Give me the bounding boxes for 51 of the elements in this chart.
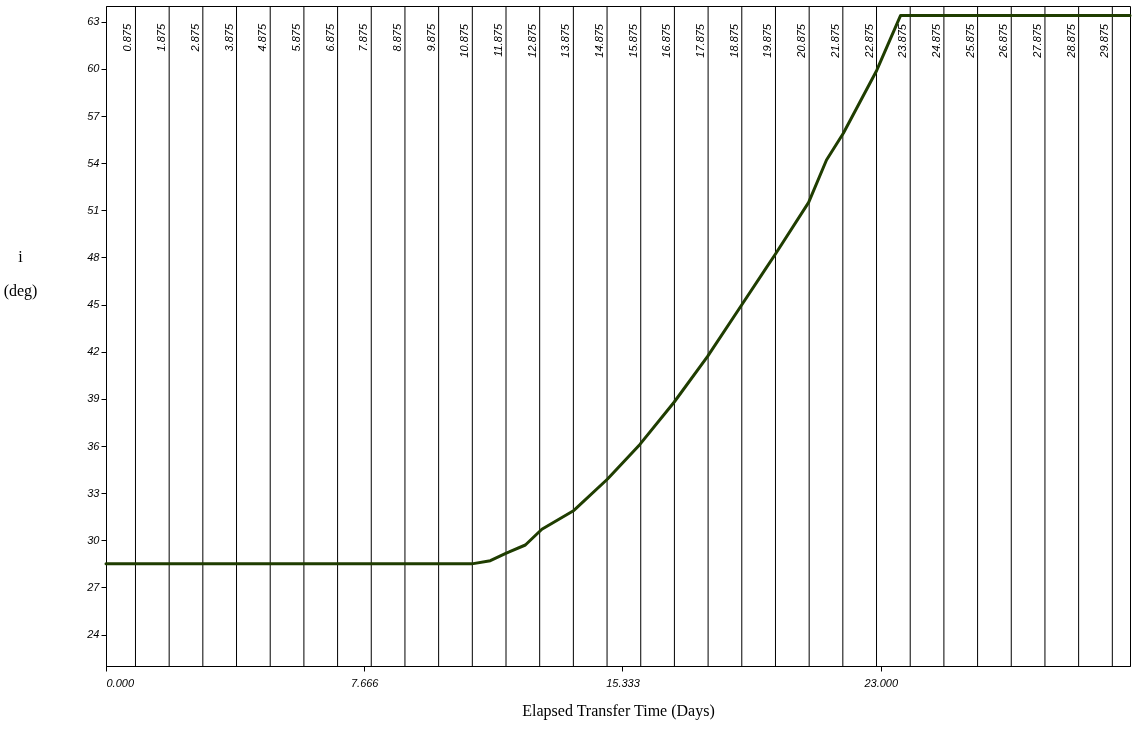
ref-line-label: 24.875 — [929, 23, 942, 59]
ref-line-label: 17.875 — [694, 23, 707, 58]
ref-line-label: 2.875 — [188, 23, 201, 53]
ref-line-label: 18.875 — [727, 23, 740, 58]
ref-line-label: 5.875 — [289, 23, 302, 52]
y-tick-label: 48 — [87, 250, 101, 263]
y-tick-label: 30 — [87, 533, 101, 546]
y-tick-label: 45 — [87, 298, 101, 311]
y-tick-label: 51 — [87, 203, 100, 216]
x-tick-label: 15.333 — [606, 676, 641, 689]
ref-line-label: 1.875 — [155, 23, 168, 52]
ref-line-label: 27.875 — [1030, 23, 1043, 59]
ref-line-label: 22.875 — [862, 23, 875, 59]
ref-line-label: 26.875 — [997, 23, 1010, 59]
ref-line-label: 15.875 — [626, 23, 639, 58]
y-tick-label: 39 — [87, 392, 100, 405]
ref-line-label: 20.875 — [795, 23, 808, 59]
ref-line-label: 13.875 — [559, 23, 572, 58]
ref-line-label: 29.875 — [1098, 23, 1111, 59]
x-tick-label: 7.666 — [350, 676, 380, 689]
y-tick-label: 42 — [87, 345, 100, 358]
ref-line-label: 21.875 — [828, 23, 841, 59]
ref-line-label: 19.875 — [761, 23, 774, 58]
ref-line-label: 28.875 — [1064, 23, 1077, 59]
ref-line-label: 3.875 — [222, 23, 235, 52]
ref-line-label: 6.875 — [323, 23, 336, 52]
x-tick-label: 23.000 — [863, 676, 899, 689]
y-tick-label: 27 — [86, 580, 101, 593]
ref-line-label: 4.875 — [256, 23, 269, 52]
ref-line-label: 25.875 — [963, 23, 976, 59]
ref-line-label: 12.875 — [525, 23, 538, 58]
ref-line-label: 9.875 — [424, 23, 437, 52]
x-axis-title: Elapsed Transfer Time (Days) — [522, 701, 715, 720]
y-tick-label: 60 — [87, 62, 101, 75]
ref-line-label: 11.875 — [492, 23, 504, 57]
ref-line-label: 10.875 — [458, 23, 471, 58]
x-tick-label: 0.000 — [106, 676, 135, 689]
ref-line-label: 14.875 — [593, 23, 606, 58]
y-tick-label: 63 — [87, 15, 101, 28]
ref-line-label: 23.875 — [896, 23, 909, 59]
y-tick-label: 24 — [86, 628, 100, 641]
y-axis-title: i (deg) — [3, 247, 38, 300]
y-tick-label: 33 — [87, 486, 101, 499]
y-tick-label: 54 — [87, 156, 100, 169]
ref-line-label: 8.875 — [390, 23, 403, 52]
ref-line-label: 7.875 — [357, 23, 370, 52]
y-tick-label: 36 — [87, 439, 101, 452]
ref-line-label: 0.875 — [121, 23, 134, 52]
ref-line-label: 16.875 — [660, 23, 673, 58]
line-series — [104, 13, 1132, 566]
y-tick-label: 57 — [87, 109, 101, 122]
